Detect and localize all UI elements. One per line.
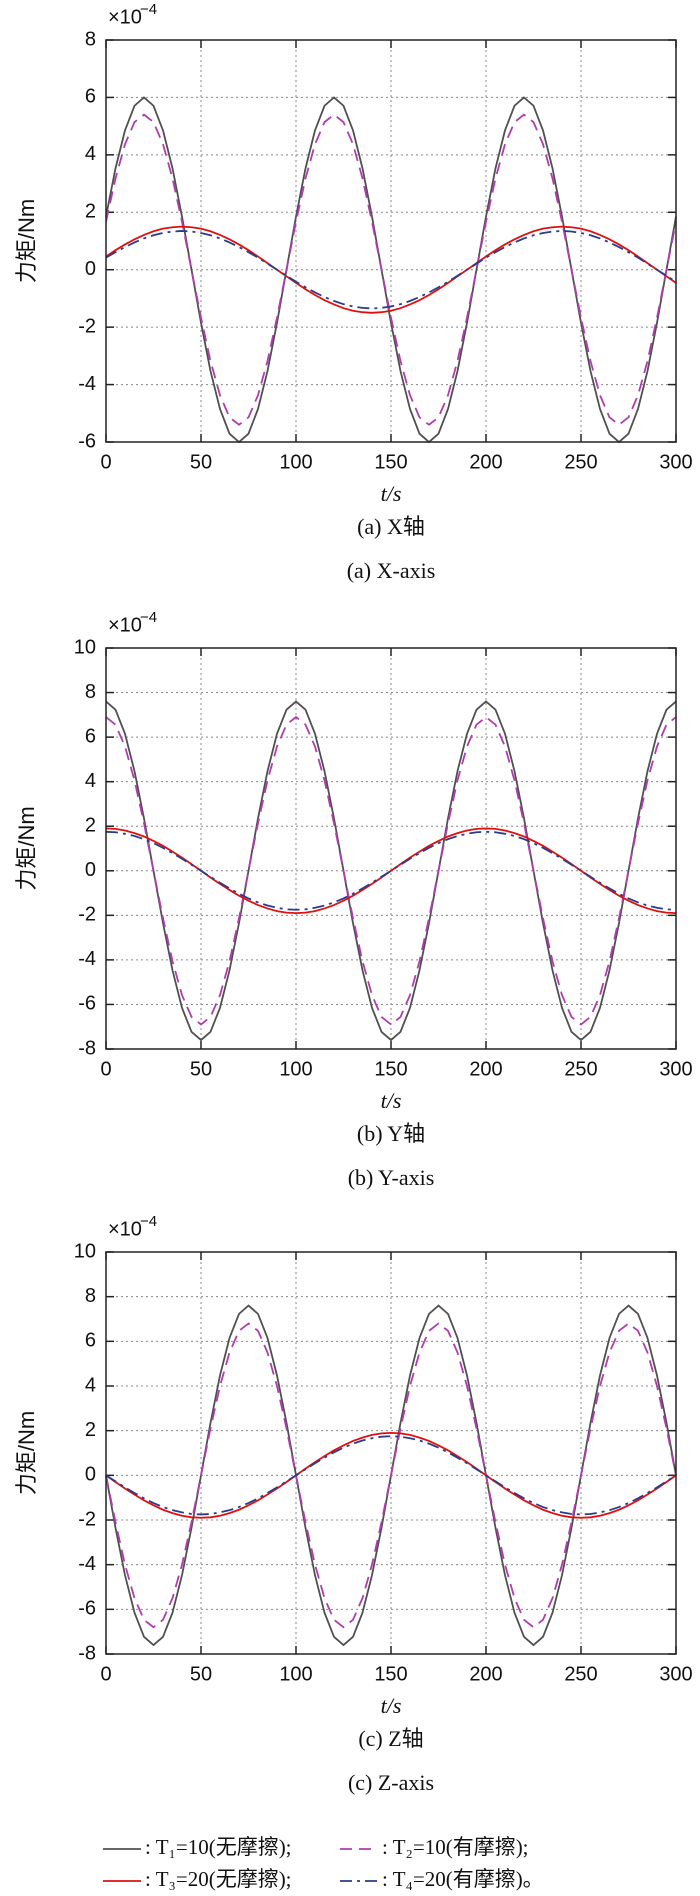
y-tick-label: -2	[78, 1508, 96, 1530]
x-tick-label: 200	[469, 1663, 502, 1685]
x-tick-label: 300	[659, 1663, 692, 1685]
x-tick-label: 200	[469, 1058, 502, 1080]
y-scale: ×10	[108, 1218, 142, 1240]
series-line	[105, 1431, 677, 1519]
y-scale: ×10	[108, 6, 142, 28]
y-scale-exponent: −4	[140, 1, 157, 18]
y-tick-label: 8	[85, 28, 96, 50]
x-tick-label: 50	[190, 451, 212, 473]
y-tick-label: -8	[78, 1642, 96, 1664]
legend-label: : T₂=10(有摩擦);	[382, 1835, 529, 1859]
x-tick-label: 250	[564, 451, 597, 473]
y-tick-label: 8	[85, 681, 96, 703]
x-tick-label: 150	[374, 1663, 407, 1685]
y-tick-label: 0	[85, 1464, 96, 1486]
y-tick-label: 8	[85, 1285, 96, 1307]
x-tick-label: 300	[659, 451, 692, 473]
x-tick-label: 100	[279, 1663, 312, 1685]
x-tick-label: 300	[659, 1058, 692, 1080]
y-tick-label: -2	[78, 904, 96, 926]
y-tick-label: 2	[85, 201, 96, 223]
series-line	[105, 96, 677, 444]
y-tick-label: 6	[85, 1330, 96, 1352]
y-scale-exponent: −4	[140, 609, 157, 626]
x-tick-label: 50	[190, 1663, 212, 1685]
y-tick-label: -4	[78, 948, 96, 970]
series-line	[105, 1435, 677, 1516]
y-scale: ×10	[108, 614, 142, 636]
x-tick-label: 200	[469, 451, 502, 473]
legend-label: : T₃=20(无摩擦);	[145, 1867, 292, 1891]
caption: (a) X轴	[357, 514, 425, 539]
y-tick-label: -6	[78, 430, 96, 452]
y-tick-label: 6	[85, 725, 96, 747]
x-tick-label: 0	[100, 1058, 111, 1080]
y-tick-label: -4	[78, 1553, 96, 1575]
caption-en: (a) X-axis	[347, 558, 436, 583]
series-line	[105, 113, 677, 426]
legend-label: : T₄=20(有摩擦)。	[382, 1867, 544, 1891]
x-tick-label: 100	[279, 451, 312, 473]
y-tick-label: 4	[85, 1374, 96, 1396]
x-tick-label: 100	[279, 1058, 312, 1080]
x-tick-label: 0	[100, 1663, 111, 1685]
y-axis-label: 力矩/Nm	[14, 806, 39, 890]
y-tick-label: 2	[85, 1419, 96, 1441]
x-axis-label: t/s	[381, 481, 402, 506]
caption: (c) Z轴	[358, 1726, 423, 1751]
y-tick-label: 4	[85, 770, 96, 792]
series-line	[105, 230, 677, 310]
y-tick-label: -4	[78, 373, 96, 395]
y-tick-label: -6	[78, 993, 96, 1015]
y-tick-label: 0	[85, 258, 96, 280]
y-axis-label: 力矩/Nm	[14, 1411, 39, 1495]
y-tick-label: -6	[78, 1598, 96, 1620]
x-axis-label: t/s	[381, 1693, 402, 1718]
caption: (b) Y轴	[357, 1121, 425, 1146]
series-line	[105, 715, 677, 1026]
caption-en: (c) Z-axis	[348, 1770, 434, 1795]
series-line	[105, 1322, 677, 1629]
series-line	[105, 830, 677, 911]
x-tick-label: 250	[564, 1058, 597, 1080]
x-tick-label: 150	[374, 1058, 407, 1080]
series-line	[105, 225, 677, 314]
y-tick-label: 6	[85, 86, 96, 108]
plot-frame	[105, 647, 677, 1050]
x-tick-label: 150	[374, 451, 407, 473]
y-tick-label: 0	[85, 859, 96, 881]
y-tick-label: 4	[85, 143, 96, 165]
plot-frame	[105, 1251, 677, 1655]
y-axis-label: 力矩/Nm	[14, 199, 39, 283]
plot-frame	[105, 39, 677, 443]
y-scale-exponent: −4	[140, 1213, 157, 1230]
caption-en: (b) Y-axis	[348, 1165, 435, 1190]
y-tick-label: 2	[85, 815, 96, 837]
y-tick-label: 10	[74, 636, 96, 658]
y-tick-label: -8	[78, 1037, 96, 1059]
x-axis-label: t/s	[381, 1088, 402, 1113]
legend-label: : T₁=10(无摩擦);	[145, 1835, 292, 1859]
x-tick-label: 250	[564, 1663, 597, 1685]
y-tick-label: 10	[74, 1240, 96, 1262]
series-line	[105, 700, 677, 1042]
x-tick-label: 0	[100, 451, 111, 473]
y-tick-label: -2	[78, 315, 96, 337]
x-tick-label: 50	[190, 1058, 212, 1080]
